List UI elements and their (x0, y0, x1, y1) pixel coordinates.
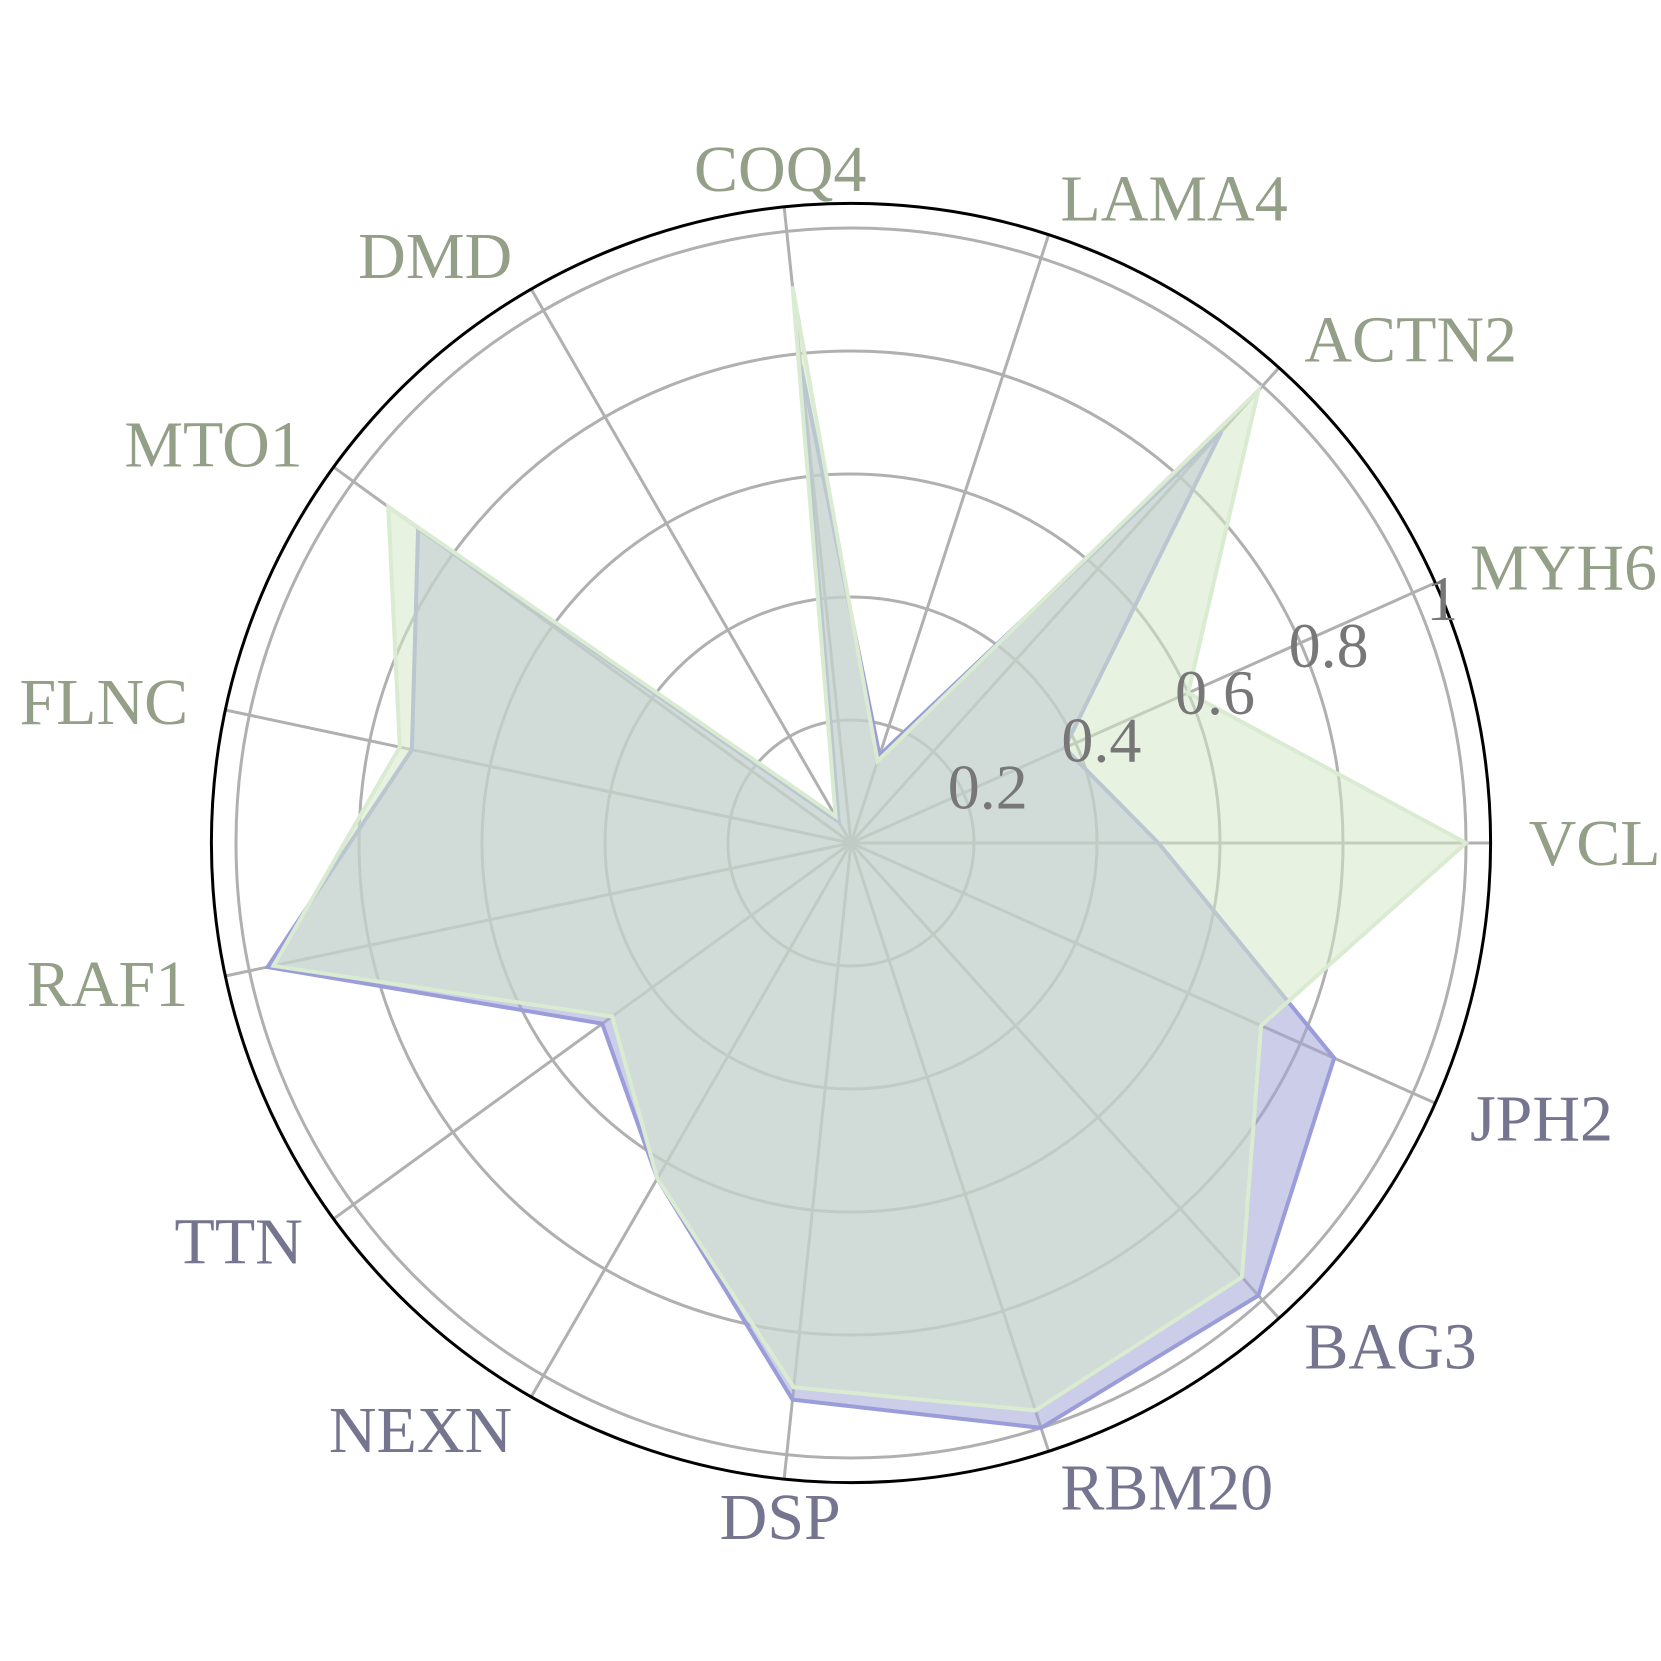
category-label-nexn: NEXN (329, 1394, 512, 1467)
category-label-flnc: FLNC (19, 666, 188, 739)
data-series (264, 286, 1470, 1430)
radial-tick-label: 0.2 (948, 751, 1028, 822)
spoke-lama4 (849, 234, 1051, 844)
category-label-actn2: ACTN2 (1304, 303, 1517, 376)
category-label-dmd: DMD (358, 220, 512, 293)
category-label-myh6: MYH6 (1470, 531, 1657, 604)
category-label-bag3: BAG3 (1304, 1311, 1476, 1384)
category-label-rbm20: RBM20 (1060, 1451, 1273, 1524)
radial-tick-label: 0.8 (1289, 610, 1369, 681)
category-label-coq4: COQ4 (694, 133, 866, 206)
category-label-lama4: LAMA4 (1060, 163, 1287, 236)
spoke-dmd (529, 288, 853, 844)
series-2-area (270, 286, 1470, 1413)
category-label-raf1: RAF1 (27, 948, 188, 1021)
radial-tick-label: 0.4 (1061, 704, 1141, 775)
radial-tick-label: 0.6 (1175, 657, 1255, 728)
category-label-vcl: VCL (1529, 807, 1661, 880)
category-label-dsp: DSP (720, 1481, 841, 1554)
radial-tick-labels: 0.2 0.4 0.6 0.8 1 (948, 563, 1459, 822)
radial-tick-label: 1 (1426, 563, 1458, 634)
category-label-jph2: JPH2 (1470, 1083, 1613, 1156)
category-label-mto1: MTO1 (124, 409, 302, 482)
category-label-ttn: TTN (175, 1205, 303, 1278)
outer-frame (209, 201, 1493, 1485)
